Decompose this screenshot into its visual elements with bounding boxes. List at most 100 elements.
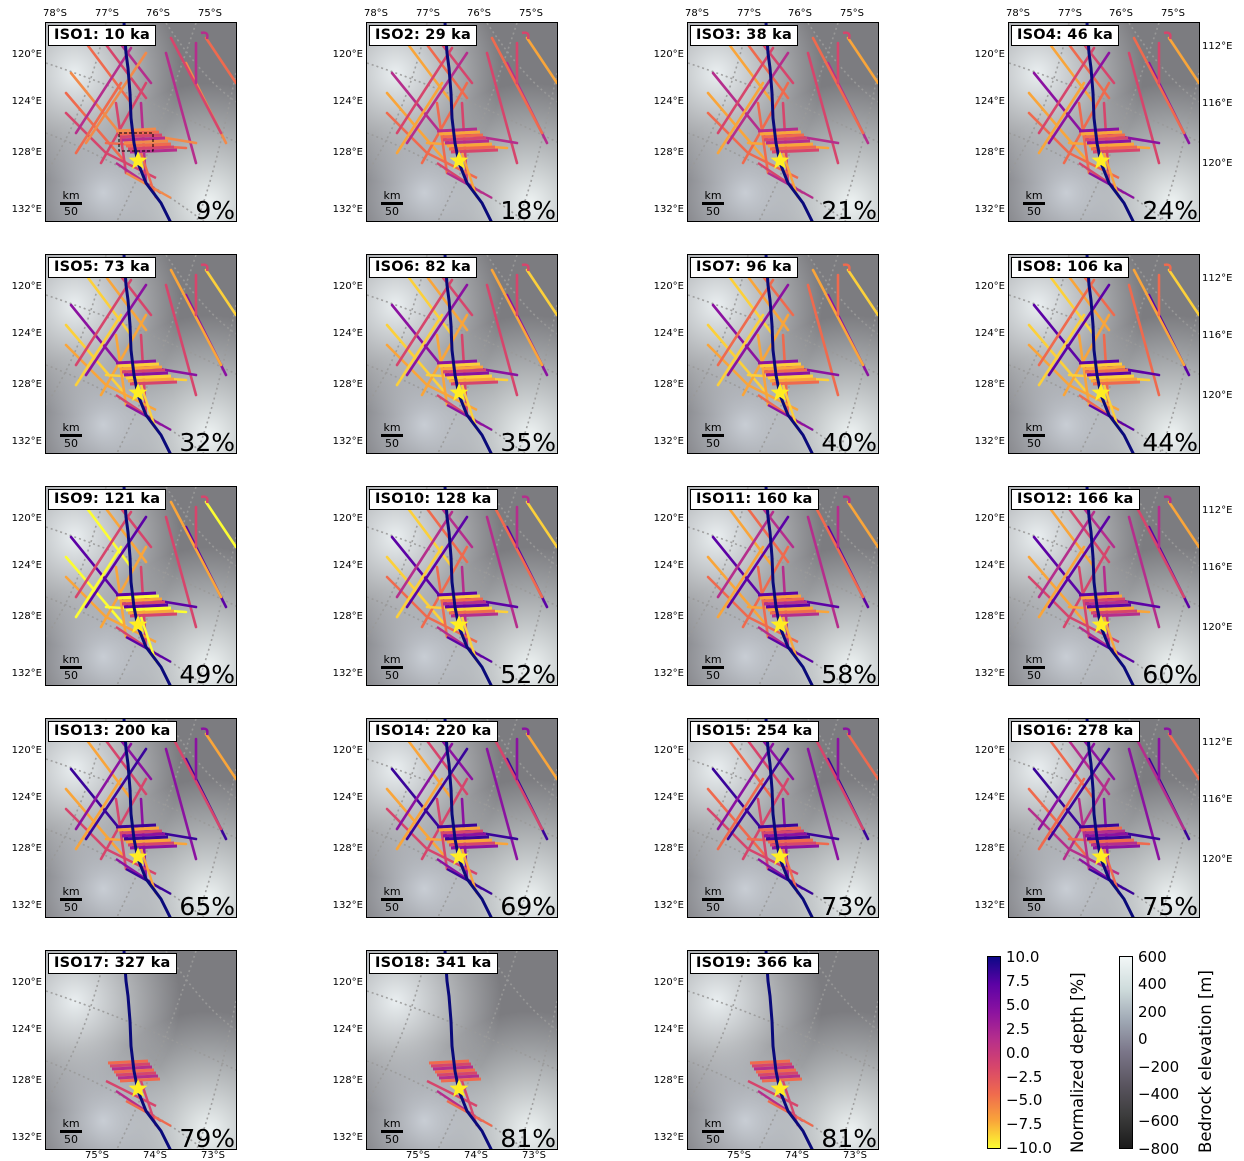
lon-tick-left: 120°E (974, 281, 1005, 292)
scale-value: 50 (1027, 669, 1041, 682)
scale-bar: km 50 (702, 422, 724, 449)
lon-tick-left: 132°E (974, 668, 1005, 679)
radar-tracks (385, 23, 557, 221)
radar-tracks (706, 487, 878, 685)
scale-value: 50 (385, 437, 399, 450)
lon-tick-left: 120°E (11, 977, 42, 988)
scale-unit: km (704, 1117, 722, 1130)
lat-tick-top: 78°S (1005, 8, 1031, 19)
dome-c-star-icon (449, 151, 469, 169)
lat-tick-top: 77°S (1057, 8, 1083, 19)
scale-bar-line (1023, 434, 1045, 437)
scale-unit: km (1025, 189, 1043, 202)
map-panel: ISO10: 128 ka 52% km 50 (366, 486, 558, 686)
scale-bar: km 50 (60, 190, 82, 217)
lon-tick-right: 116°E (1202, 794, 1233, 805)
panel-title: ISO13: 200 ka (48, 721, 177, 742)
scale-bar: km 50 (702, 654, 724, 681)
lon-tick-left: 128°E (11, 1075, 42, 1086)
lon-tick-right: 116°E (1202, 330, 1233, 341)
dome-c-star-icon (1091, 383, 1111, 401)
panel-percentage: 9% (195, 196, 235, 222)
lon-tick-right: 116°E (1202, 562, 1233, 573)
panel-percentage: 35% (500, 428, 556, 454)
panel-percentage: 69% (500, 892, 556, 918)
depth-colorbar-tick: 7.5 (1006, 971, 1030, 990)
bedrock-colorbar-tick: −200 (1138, 1057, 1180, 1076)
scale-bar-line (702, 1130, 724, 1133)
lat-tick-top: 75°S (518, 8, 544, 19)
panel-title: ISO4: 46 ka (1011, 25, 1119, 46)
lon-tick-left: 132°E (653, 900, 684, 911)
lon-tick-left: 128°E (653, 1075, 684, 1086)
panel-percentage: 60% (1142, 660, 1198, 686)
lon-tick-left: 120°E (11, 281, 42, 292)
radar-tracks (426, 951, 493, 1149)
lon-tick-right: 120°E (1202, 158, 1233, 169)
bedrock-colorbar-tick: 200 (1138, 1002, 1167, 1021)
panel-percentage: 40% (821, 428, 877, 454)
map-panel: ISO11: 160 ka 58% km 50 (687, 486, 879, 686)
lat-tick-bottom: 74°S (142, 1150, 168, 1161)
lon-tick-left: 120°E (974, 49, 1005, 60)
scale-value: 50 (64, 205, 78, 218)
dome-c-star-icon (128, 615, 148, 633)
dome-c-star-icon (770, 383, 790, 401)
map-panel: ISO5: 73 ka 32% km 50 (45, 254, 237, 454)
panel-percentage: 21% (821, 196, 877, 222)
lon-tick-left: 124°E (11, 1024, 42, 1035)
bedrock-background (688, 255, 878, 453)
scale-bar-line (60, 898, 82, 901)
dome-c-star-icon (770, 1079, 790, 1097)
radar-tracks (706, 255, 878, 453)
bedrock-colorbar-tick: 600 (1138, 948, 1167, 966)
lon-tick-right: 120°E (1202, 854, 1233, 865)
radar-tracks (64, 487, 236, 685)
panel-title: ISO15: 254 ka (690, 721, 819, 742)
dome-c-star-icon (770, 615, 790, 633)
lon-tick-left: 132°E (974, 436, 1005, 447)
scale-unit: km (1025, 421, 1043, 434)
lon-tick-left: 132°E (11, 900, 42, 911)
panel-percentage: 81% (500, 1124, 556, 1150)
lon-tick-left: 124°E (653, 560, 684, 571)
bedrock-background (46, 23, 236, 221)
radar-tracks (385, 719, 557, 917)
scale-unit: km (383, 1117, 401, 1130)
lon-tick-left: 124°E (974, 560, 1005, 571)
scale-bar: km 50 (60, 1118, 82, 1145)
scale-unit: km (1025, 885, 1043, 898)
lon-tick-left: 128°E (653, 147, 684, 158)
scale-value: 50 (64, 669, 78, 682)
lat-tick-top: 77°S (736, 8, 762, 19)
bedrock-colorbar-tick: −800 (1138, 1139, 1180, 1158)
map-panel: ISO19: 366 ka 81% km 50 (687, 950, 879, 1150)
bedrock-background (367, 255, 557, 453)
radar-tracks (64, 23, 236, 221)
scale-unit: km (704, 885, 722, 898)
lon-tick-left: 132°E (974, 204, 1005, 215)
scale-bar: km 50 (1023, 654, 1045, 681)
dome-c-star-icon (449, 383, 469, 401)
radar-tracks (1027, 255, 1199, 453)
panel-title: ISO5: 73 ka (48, 257, 156, 278)
panel-percentage: 75% (1142, 892, 1198, 918)
lon-tick-left: 124°E (974, 792, 1005, 803)
panel-title: ISO6: 82 ka (369, 257, 477, 278)
lon-tick-left: 124°E (653, 792, 684, 803)
lat-tick-bottom: 75°S (84, 1150, 110, 1161)
lon-tick-left: 132°E (332, 436, 363, 447)
dome-c-star-icon (449, 615, 469, 633)
map-panel: ISO9: 121 ka 49% km 50 (45, 486, 237, 686)
scale-value: 50 (64, 437, 78, 450)
lat-tick-top: 76°S (145, 8, 171, 19)
scale-value: 50 (385, 669, 399, 682)
lon-tick-left: 128°E (11, 379, 42, 390)
lat-tick-top: 76°S (1108, 8, 1134, 19)
lon-tick-left: 120°E (11, 745, 42, 756)
depth-colorbar-tick: −10.0 (1006, 1139, 1052, 1158)
scale-value: 50 (706, 901, 720, 914)
panel-title: ISO17: 327 ka (48, 953, 177, 974)
map-panel: ISO4: 46 ka 24% km 50 (1008, 22, 1200, 222)
scale-bar-line (60, 1130, 82, 1133)
